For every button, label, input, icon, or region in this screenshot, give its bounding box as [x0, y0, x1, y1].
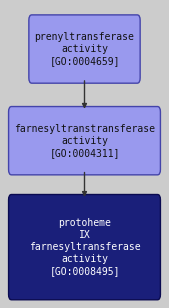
FancyBboxPatch shape [9, 107, 160, 175]
FancyBboxPatch shape [9, 195, 160, 300]
FancyBboxPatch shape [29, 15, 140, 83]
Text: prenyltransferase
activity
[GO:0004659]: prenyltransferase activity [GO:0004659] [35, 32, 134, 66]
Text: protoheme
IX
farnesyltransferase
activity
[GO:0008495]: protoheme IX farnesyltransferase activit… [29, 218, 140, 276]
Text: farnesyltranstransferase
activity
[GO:0004311]: farnesyltranstransferase activity [GO:00… [14, 124, 155, 158]
